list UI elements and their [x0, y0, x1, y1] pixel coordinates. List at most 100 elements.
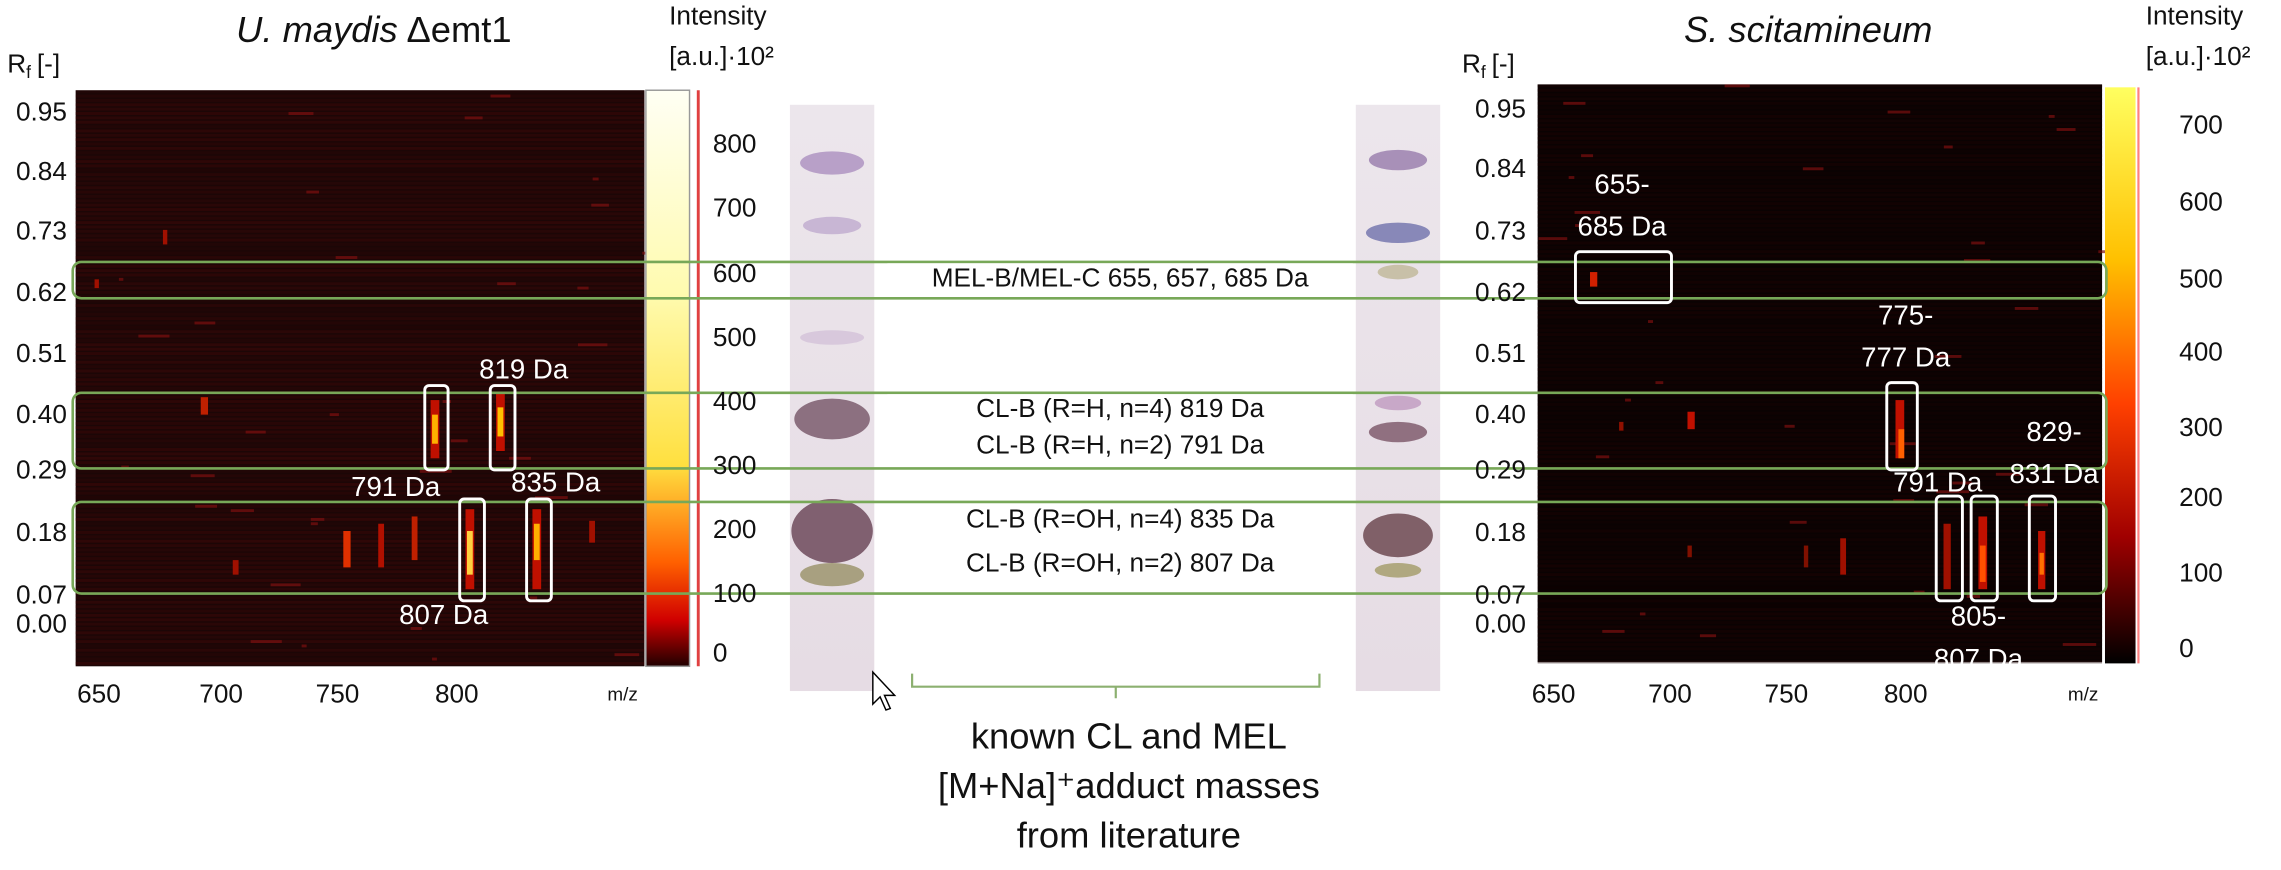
- heat-cell: [1647, 320, 1654, 323]
- labels: U. maydis Δemt1 Rf [-] 0.95 0.84 0.73 0.62 0.51 0…: [7, 0, 2250, 855]
- heat-spot: [1619, 421, 1624, 431]
- heat-row: [1537, 389, 2103, 393]
- heat-row: [75, 155, 645, 159]
- heat-row: [75, 347, 645, 351]
- annotation: 791 Da: [1893, 467, 1983, 498]
- heat-row: [1537, 350, 2103, 354]
- annotation: 807 Da: [399, 599, 489, 630]
- band-box: [71, 260, 2108, 300]
- heat-row: [75, 282, 645, 286]
- heat-cell: [490, 94, 511, 98]
- heat-row: [1537, 171, 2103, 175]
- heat-row: [75, 474, 645, 478]
- heat-cell: [1724, 84, 1750, 88]
- band-label: CL-B (R=OH, n=4) 835 Da: [966, 504, 1275, 534]
- heat-cell: [1995, 472, 2021, 476]
- y-tick-label: 0.62: [16, 277, 67, 307]
- heat-row: [75, 548, 645, 552]
- heat-spot: [1898, 429, 1905, 459]
- heat-spot: [497, 407, 504, 437]
- heat-row: [75, 116, 645, 120]
- heat-row: [1537, 503, 2103, 507]
- heat-cell: [1563, 101, 1586, 105]
- highlight-box: [423, 384, 450, 472]
- heat-row: [75, 653, 645, 657]
- annotation: 819 Da: [479, 353, 569, 384]
- heat-row: [75, 504, 645, 508]
- heat-row: [75, 382, 645, 386]
- colorbar-tick-label: 400: [2179, 336, 2223, 366]
- heat-cell: [1802, 167, 1824, 171]
- heat-cell: [250, 640, 282, 644]
- heat-row: [1537, 328, 2103, 332]
- highlight-box: [458, 497, 486, 603]
- heat-row: [75, 164, 645, 168]
- heat-row: [75, 208, 645, 211]
- y-tick-label: 0.18: [1475, 517, 1526, 547]
- heat-row: [1537, 145, 2103, 149]
- heat-row: [1537, 481, 2103, 485]
- heat-row: [75, 242, 645, 246]
- heat-row: [1537, 341, 2103, 345]
- heat-cell: [2014, 306, 2039, 310]
- heat-row: [75, 112, 645, 115]
- heat-row: [75, 579, 645, 582]
- heat-row: [75, 509, 645, 513]
- heat-row: [75, 461, 645, 465]
- colorbar-tick-label: 200: [2179, 482, 2223, 512]
- annotation: 791 Da: [351, 471, 441, 502]
- heat-spot: [1803, 545, 1809, 568]
- heat-row: [1537, 136, 2103, 140]
- tlc-plate: [789, 104, 875, 692]
- heat-row: [1537, 621, 2103, 625]
- heat-row: [1537, 616, 2103, 620]
- heat-spot: [1840, 538, 1847, 575]
- heat-row: [1537, 224, 2103, 227]
- heat-row: [75, 151, 645, 155]
- band-label-bg: [887, 504, 1353, 537]
- heat-cell: [1568, 176, 1575, 179]
- heat-spot: [411, 516, 418, 561]
- heat-cell: [1784, 424, 1795, 428]
- heat-cell: [1655, 381, 1664, 385]
- heat-cell: [577, 286, 589, 290]
- heat-row: [75, 544, 645, 548]
- colorbar-tick-label: 400: [713, 386, 757, 416]
- heat-row: [75, 225, 645, 229]
- colorbar-tick-label: 200: [713, 514, 757, 544]
- heat-cell: [2048, 114, 2055, 118]
- heat-row: [75, 539, 645, 543]
- heat-cell: [1913, 590, 1925, 594]
- heat-row: [1537, 459, 2103, 463]
- heat-row: [75, 186, 645, 190]
- heat-row: [75, 290, 645, 294]
- heat-row: [1537, 189, 2103, 193]
- bracket: [911, 673, 1321, 699]
- heat-row: [75, 587, 645, 591]
- heat-row: [1537, 538, 2103, 542]
- y-tick-label: 0.40: [1475, 399, 1526, 429]
- heat-row: [1537, 542, 2103, 546]
- heat-row: [1537, 84, 2103, 88]
- heatmap: [1537, 84, 2109, 664]
- heat-row: [75, 535, 645, 539]
- heat-row: [75, 522, 645, 526]
- heat-row: [1537, 376, 2103, 380]
- heat-row: [1537, 180, 2103, 184]
- y-tick-label: 0.00: [16, 608, 67, 638]
- heat-spot: [589, 520, 595, 543]
- heat-row: [75, 448, 645, 452]
- heat-row: [1537, 525, 2103, 529]
- heat-row: [1537, 634, 2103, 638]
- heat-row: [75, 648, 645, 652]
- heat-cell: [535, 496, 568, 500]
- heat-row: [75, 657, 645, 661]
- y-tick-label: 0.95: [16, 96, 67, 126]
- heat-row: [75, 600, 645, 604]
- heat-row: [75, 605, 645, 609]
- heat-row: [1537, 285, 2103, 289]
- heat-row: [1537, 141, 2103, 145]
- heat-row: [1537, 210, 2103, 214]
- heat-spot: [1979, 545, 1986, 582]
